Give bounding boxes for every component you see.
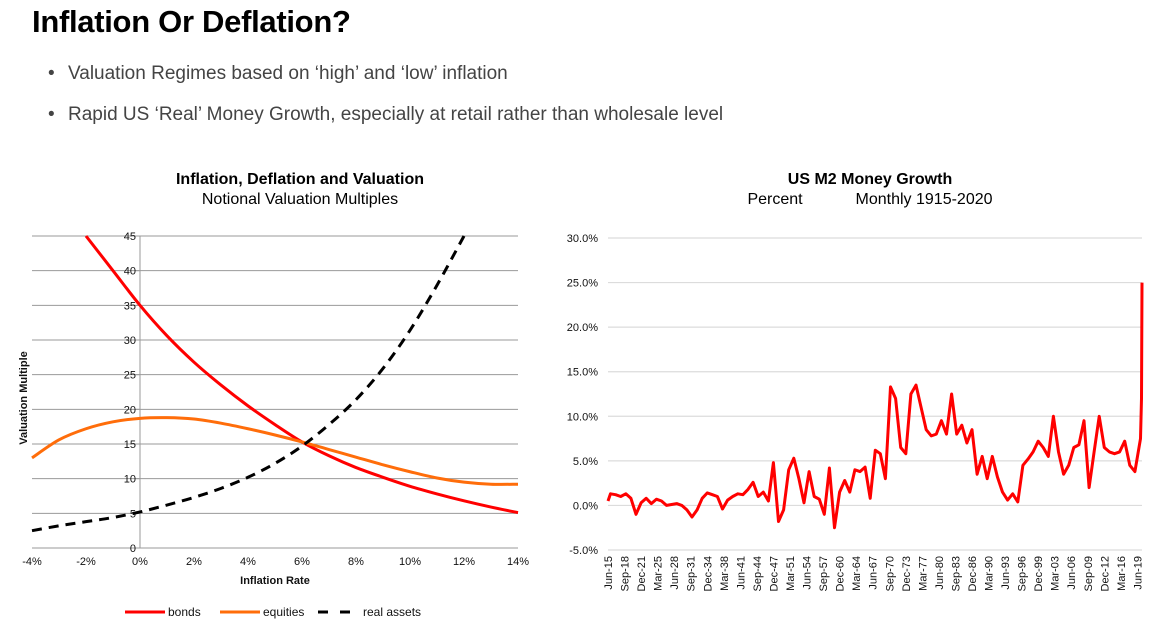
y-tick-label: 10.0% [567,411,598,423]
x-tick-label: -4% [22,556,42,568]
x-tick-label: 0% [132,556,148,568]
y-tick-label: 25.0% [567,278,598,290]
right-chart-title: US M2 Money Growth [787,171,953,188]
x-tick-label: Sep-96 [1017,556,1029,591]
y-tick-label: 30 [124,335,136,347]
right-chart-subtitle-period: Monthly 1915-2020 [855,191,993,208]
series-line-real-assets [31,235,466,533]
y-tick-label: 40 [124,266,136,278]
bullet-dot: • [48,63,55,84]
x-tick-label: Mar-03 [1050,556,1062,591]
x-tick-label: Jun-28 [669,556,681,590]
x-tick-label: Dec-12 [1099,556,1111,591]
y-tick-label: 10 [124,474,136,486]
right-chart-header: US M2 Money Growth Percent Monthly 1915-… [700,170,1040,210]
left-chart-title: Inflation, Deflation and Valuation [175,171,424,188]
x-tick-label: Dec-99 [1033,556,1045,591]
bullet-text: Rapid US ‘Real’ Money Growth, especially… [68,104,724,125]
x-tick-label: Dec-21 [636,556,648,591]
right-chart-subtitle: Percent Monthly 1915-2020 [700,190,1040,210]
x-tick-label: Jun-93 [1000,556,1012,590]
y-tick-label: 15 [124,439,136,451]
bullet-dot: • [48,104,55,125]
y-tick-label: -5.0% [569,545,598,557]
y-tick-label: 45 [124,231,136,243]
y-tick-label: 0 [130,543,136,555]
x-tick-label: Jun-67 [868,556,880,590]
series-line-m2-growth [606,282,1144,530]
right-chart-subtitle-unit: Percent [747,191,803,208]
y-tick-label: 20.0% [567,322,598,334]
y-tick-label: 15.0% [567,367,598,379]
x-tick-label: Sep-70 [884,556,896,591]
x-tick-label: Mar-38 [719,556,731,591]
x-tick-label: Jun-41 [735,556,747,590]
x-tick-label: -2% [76,556,96,568]
x-tick-label: Sep-31 [686,556,698,591]
x-tick-label: Sep-18 [620,556,632,591]
x-tick-label: 6% [294,556,310,568]
x-axis-title: Inflation Rate [240,575,310,587]
x-tick-label: Jun-54 [802,556,814,590]
x-tick-label: 8% [348,556,364,568]
left-chart-header: Inflation, Deflation and Valuation Notio… [100,170,500,210]
x-tick-label: Jun-19 [1132,556,1144,590]
x-tick-label: Sep-09 [1083,556,1095,591]
x-tick-label: Mar-25 [653,556,665,591]
bullet-item: • Rapid US ‘Real’ Money Growth, especiall… [48,104,723,128]
m2-growth-chart: -5.0% 0.0% 5.0% 10.0% 15.0% 20.0% 25.0% 30.0% Ju… [567,233,1145,591]
y-axis-title: Valuation Multiple [18,351,30,445]
x-tick-label: Dec-60 [835,556,847,591]
x-tick-label: Dec-86 [967,556,979,591]
bullet-list: • Valuation Regimes based on ‘high’ and ‘… [48,63,723,145]
x-tick-label: Jun-15 [603,556,615,590]
y-tick-label: 25 [124,370,136,382]
x-tick-label: Dec-73 [901,556,913,591]
x-tick-label: Dec-47 [768,556,780,591]
y-tick-label: 5.0% [573,456,598,468]
y-tick-label: 20 [124,404,136,416]
bullet-text: Valuation Regimes based on ‘high’ and ‘l… [68,63,508,84]
x-tick-label: Mar-51 [785,556,797,591]
x-tick-label: Dec-34 [702,556,714,591]
x-tick-label: Sep-57 [818,556,830,591]
x-tick-label: Sep-44 [752,556,764,591]
y-tick-label: 35 [124,300,136,312]
left-chart-subtitle: Notional Valuation Multiples [201,191,399,208]
x-tick-label: Mar-77 [917,556,929,591]
y-tick-label: 30.0% [567,233,598,245]
x-tick-label: Mar-16 [1116,556,1128,591]
series-line-equities [31,416,519,486]
x-tick-label: 2% [186,556,202,568]
x-tick-label: 14% [507,556,529,568]
legend-label: bonds [168,605,201,619]
slide-title: Inflation Or Deflation? [32,4,351,39]
x-tick-label: 4% [240,556,256,568]
y-tick-label: 0.0% [573,500,598,512]
x-tick-label: Mar-90 [984,556,996,591]
x-tick-label: 10% [399,556,421,568]
x-tick-label: Jun-06 [1066,556,1078,590]
x-tick-label: Jun-80 [934,556,946,590]
x-tick-label: Mar-64 [851,556,863,591]
legend-label: equities [263,605,304,619]
bullet-item: • Valuation Regimes based on ‘high’ and ‘… [48,63,723,87]
x-tick-label: Sep-83 [950,556,962,591]
legend-label: real assets [363,605,421,619]
x-tick-label: 12% [453,556,475,568]
